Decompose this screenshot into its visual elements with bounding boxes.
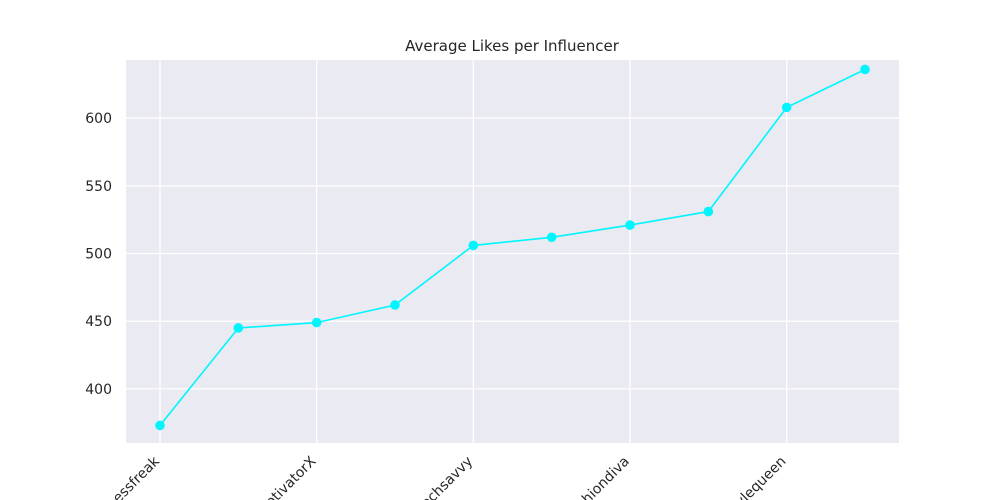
x-tick-label-0: fitnessfreak — [93, 453, 163, 500]
chart-title: Average Likes per Influencer — [405, 37, 620, 55]
data-point-4 — [468, 240, 479, 251]
x-tick-label-4: stylequeen — [723, 454, 789, 500]
data-point-9 — [860, 64, 870, 75]
y-tick-label-0: 400 — [85, 382, 112, 398]
x-tick-label-1: motivatorX — [253, 453, 320, 500]
y-tick-label-4: 600 — [85, 111, 112, 127]
data-point-2 — [311, 317, 322, 328]
data-point-5 — [546, 232, 557, 243]
x-tick-label-2: techsavvy — [414, 454, 476, 500]
y-tick-label-3: 550 — [85, 179, 112, 195]
y-tick-label-2: 500 — [85, 247, 112, 263]
data-point-1 — [233, 323, 244, 333]
data-point-6 — [625, 220, 635, 230]
y-tick-label-1: 450 — [85, 314, 112, 330]
plot-area — [126, 60, 899, 443]
y-axis-ticks: 400 450 500 550 600 — [85, 111, 112, 398]
data-point-0 — [155, 420, 165, 431]
grid-lines — [126, 60, 899, 443]
x-tick-label-3: fashiondiva — [564, 454, 632, 500]
data-point-8 — [781, 102, 792, 113]
series-line — [159, 68, 866, 426]
x-axis-ticks: fitnessfreak motivatorX techsavvy fashiondi… — [93, 453, 789, 500]
series-layer — [155, 64, 870, 431]
data-point-7 — [703, 206, 714, 217]
data-point-3 — [390, 300, 400, 310]
